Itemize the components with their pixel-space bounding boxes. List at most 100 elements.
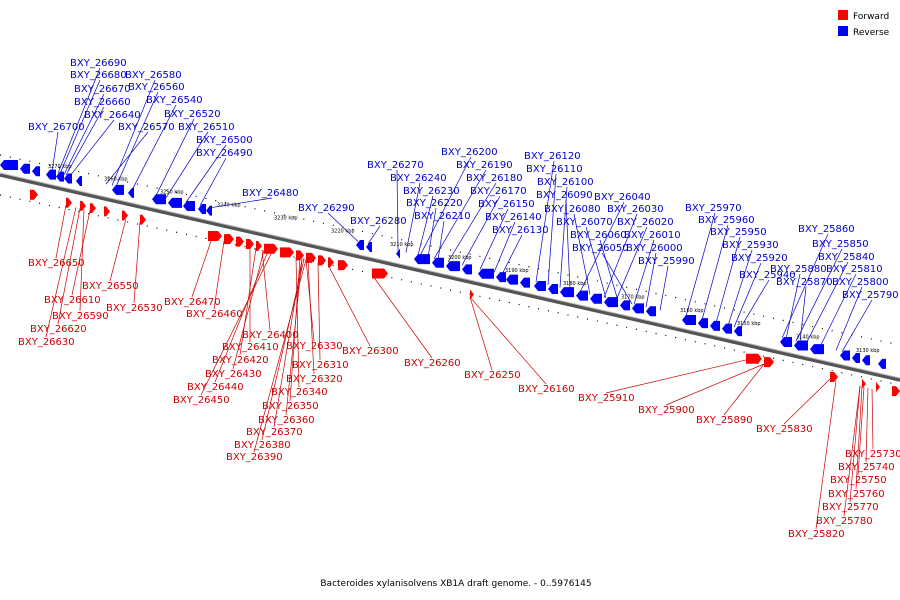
- forward-gene-glyph[interactable]: [296, 250, 304, 261]
- reverse-gene-label[interactable]: BXY_26000: [626, 243, 683, 254]
- reverse-gene-glyph[interactable]: [682, 314, 696, 325]
- reverse-gene-glyph[interactable]: [862, 355, 870, 366]
- forward-gene-label[interactable]: BXY_25740: [838, 462, 895, 473]
- reverse-gene-glyph[interactable]: [576, 290, 588, 301]
- forward-gene-label[interactable]: BXY_26410: [222, 342, 279, 353]
- reverse-gene-label[interactable]: BXY_26230: [403, 186, 460, 197]
- reverse-gene-glyph[interactable]: [478, 268, 494, 279]
- forward-gene-glyph[interactable]: [236, 236, 244, 247]
- forward-gene-glyph[interactable]: [280, 247, 294, 258]
- reverse-gene-label[interactable]: BXY_26150: [478, 199, 535, 210]
- reverse-gene-glyph[interactable]: [20, 163, 30, 174]
- reverse-gene-label[interactable]: BXY_26010: [624, 230, 681, 241]
- reverse-gene-label[interactable]: BXY_26220: [406, 198, 463, 209]
- forward-gene-glyph[interactable]: [764, 357, 774, 368]
- reverse-gene-label[interactable]: BXY_25960: [698, 215, 755, 226]
- forward-gene-glyph[interactable]: [328, 257, 334, 268]
- forward-gene-glyph[interactable]: [862, 378, 866, 389]
- reverse-gene-label[interactable]: BXY_25790: [842, 290, 899, 301]
- forward-gene-label[interactable]: BXY_26420: [212, 355, 269, 366]
- reverse-gene-label[interactable]: BXY_26670: [74, 84, 131, 95]
- reverse-gene-glyph[interactable]: [56, 171, 64, 182]
- forward-gene-label[interactable]: BXY_26360: [258, 415, 315, 426]
- reverse-gene-glyph[interactable]: [414, 254, 430, 265]
- reverse-gene-label[interactable]: BXY_25810: [826, 264, 883, 275]
- forward-gene-label[interactable]: BXY_25760: [828, 489, 885, 500]
- forward-gene-glyph[interactable]: [30, 189, 38, 200]
- forward-gene-glyph[interactable]: [892, 386, 900, 397]
- reverse-gene-label[interactable]: BXY_26080: [544, 204, 601, 215]
- reverse-gene-label[interactable]: BXY_25920: [731, 253, 788, 264]
- forward-gene-label[interactable]: BXY_25750: [830, 475, 887, 486]
- reverse-gene-label[interactable]: BXY_26210: [414, 211, 471, 222]
- reverse-gene-glyph[interactable]: [734, 326, 742, 337]
- forward-gene-glyph[interactable]: [746, 353, 762, 364]
- reverse-gene-glyph[interactable]: [366, 242, 372, 253]
- reverse-gene-label[interactable]: BXY_26270: [367, 160, 424, 171]
- forward-gene-label[interactable]: BXY_26390: [226, 452, 283, 463]
- forward-gene-label[interactable]: BXY_26590: [52, 311, 109, 322]
- reverse-gene-glyph[interactable]: [168, 197, 182, 208]
- forward-gene-label[interactable]: BXY_26260: [404, 358, 461, 369]
- reverse-gene-label[interactable]: BXY_26180: [466, 173, 523, 184]
- forward-gene-label[interactable]: BXY_25770: [822, 502, 879, 513]
- reverse-gene-label[interactable]: BXY_26290: [298, 203, 355, 214]
- reverse-gene-label[interactable]: BXY_26200: [441, 147, 498, 158]
- reverse-gene-glyph[interactable]: [520, 277, 530, 288]
- forward-gene-glyph[interactable]: [830, 371, 838, 382]
- reverse-gene-label[interactable]: BXY_25940: [739, 270, 796, 281]
- reverse-gene-glyph[interactable]: [46, 169, 56, 180]
- reverse-gene-glyph[interactable]: [794, 340, 808, 351]
- reverse-gene-label[interactable]: BXY_26560: [128, 82, 185, 93]
- reverse-gene-glyph[interactable]: [152, 194, 166, 205]
- reverse-gene-label[interactable]: BXY_26240: [390, 173, 447, 184]
- forward-gene-label[interactable]: BXY_26630: [18, 337, 75, 348]
- reverse-gene-label[interactable]: BXY_26580: [125, 70, 182, 81]
- reverse-gene-label[interactable]: BXY_26120: [524, 151, 581, 162]
- forward-gene-label[interactable]: BXY_25830: [756, 424, 813, 435]
- reverse-gene-label[interactable]: BXY_26500: [196, 135, 253, 146]
- forward-gene-label[interactable]: BXY_26400: [242, 330, 299, 341]
- forward-gene-glyph[interactable]: [140, 214, 146, 225]
- forward-gene-label[interactable]: BXY_26460: [186, 309, 243, 320]
- reverse-gene-glyph[interactable]: [548, 283, 558, 294]
- reverse-gene-glyph[interactable]: [840, 350, 850, 361]
- reverse-gene-glyph[interactable]: [698, 318, 708, 329]
- reverse-gene-glyph[interactable]: [198, 204, 206, 215]
- forward-gene-label[interactable]: BXY_25730: [845, 449, 900, 460]
- reverse-gene-glyph[interactable]: [646, 306, 656, 317]
- reverse-gene-label[interactable]: BXY_26070: [556, 217, 613, 228]
- reverse-gene-glyph[interactable]: [432, 257, 444, 268]
- reverse-gene-glyph[interactable]: [446, 261, 460, 272]
- reverse-gene-glyph[interactable]: [128, 187, 134, 198]
- forward-gene-glyph[interactable]: [306, 252, 316, 263]
- forward-gene-glyph[interactable]: [256, 240, 262, 251]
- forward-gene-glyph[interactable]: [208, 230, 222, 241]
- reverse-gene-label[interactable]: BXY_26110: [526, 164, 583, 175]
- reverse-gene-glyph[interactable]: [206, 205, 212, 216]
- reverse-gene-glyph[interactable]: [462, 264, 472, 275]
- reverse-gene-glyph[interactable]: [560, 287, 574, 298]
- forward-gene-glyph[interactable]: [876, 381, 880, 392]
- reverse-gene-label[interactable]: BXY_26520: [164, 109, 221, 120]
- forward-gene-label[interactable]: BXY_25900: [638, 405, 695, 416]
- reverse-gene-glyph[interactable]: [878, 358, 886, 369]
- reverse-gene-label[interactable]: BXY_26050: [572, 243, 629, 254]
- forward-gene-label[interactable]: BXY_26330: [286, 341, 343, 352]
- reverse-gene-label[interactable]: BXY_26100: [537, 177, 594, 188]
- forward-gene-label[interactable]: BXY_26610: [44, 295, 101, 306]
- forward-gene-label[interactable]: BXY_26380: [234, 440, 291, 451]
- forward-gene-glyph[interactable]: [122, 210, 128, 221]
- reverse-gene-label[interactable]: BXY_26130: [492, 225, 549, 236]
- reverse-gene-label[interactable]: BXY_26020: [617, 217, 674, 228]
- reverse-gene-label[interactable]: BXY_26140: [485, 212, 542, 223]
- forward-gene-label[interactable]: BXY_26350: [262, 401, 319, 412]
- reverse-gene-label[interactable]: BXY_26540: [146, 95, 203, 106]
- reverse-gene-label[interactable]: BXY_26690: [70, 58, 127, 69]
- reverse-gene-label[interactable]: BXY_26640: [84, 110, 141, 121]
- forward-gene-label[interactable]: BXY_26470: [164, 297, 221, 308]
- reverse-gene-label[interactable]: BXY_25970: [685, 203, 742, 214]
- reverse-gene-label[interactable]: BXY_25880: [770, 264, 827, 275]
- reverse-gene-label[interactable]: BXY_26030: [607, 204, 664, 215]
- reverse-gene-label[interactable]: BXY_25860: [798, 224, 855, 235]
